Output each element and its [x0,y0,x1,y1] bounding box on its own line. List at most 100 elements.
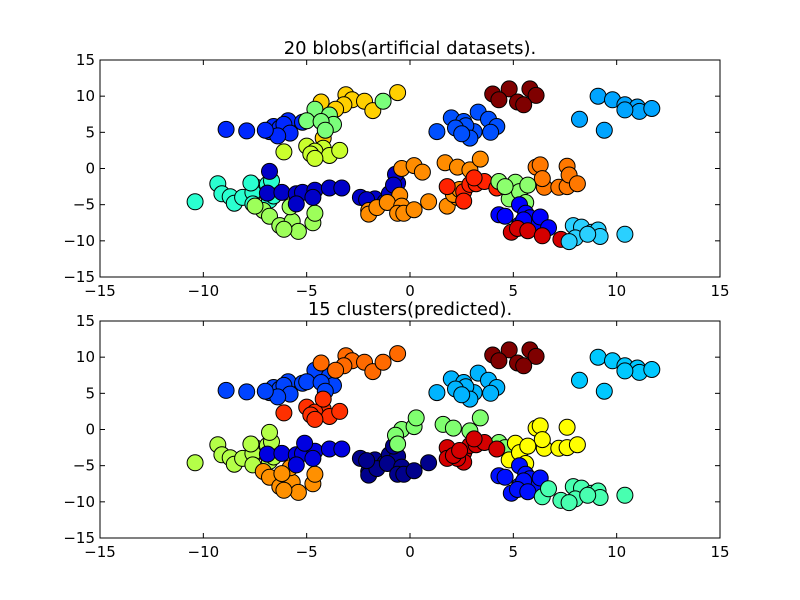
top-point-126 [413,163,431,181]
top-x-tick-label-3: 0 [405,282,415,300]
top-point-85 [275,220,293,238]
bottom-point-95 [287,456,305,474]
bottom-point-51 [389,345,407,363]
bottom-point-60 [306,410,324,428]
bottom-y-tick-label-1: −10 [63,493,95,511]
bottom-point-98 [296,434,314,452]
top-point-165 [533,227,551,245]
top-point-142 [568,175,586,193]
bottom-point-29 [238,383,256,401]
bottom-point-113 [358,452,376,470]
bottom-point-133 [465,430,483,448]
top-x-tick-label-0: −15 [84,282,116,300]
top-point-38 [256,121,274,139]
top-point-150 [496,178,514,196]
top-point-24 [616,101,634,119]
bottom-y-tick-label-4: 5 [85,384,95,402]
top-x-tick-label-5: 10 [607,282,626,300]
top-point-82 [289,222,307,240]
bottom-point-140 [558,418,576,436]
top-point-26 [571,110,588,128]
bottom-point-137 [451,442,469,459]
top-point-88 [261,162,278,180]
top-point-14 [482,123,500,141]
top-point-3 [490,91,508,109]
bottom-point-175 [579,486,597,504]
top-point-77 [242,174,260,192]
top-point-27 [595,121,613,139]
bottom-point-117 [407,409,425,427]
bottom-point-174 [560,494,578,512]
bottom-point-52 [327,361,345,379]
top-point-114 [405,201,423,219]
top-point-153 [496,207,514,225]
bottom-point-42 [298,373,316,391]
bottom-point-17 [428,384,446,402]
bottom-point-85 [306,465,324,483]
top-point-18 [453,125,471,143]
bottom-y-tick-label-0: −15 [63,529,95,547]
bottom-point-25 [643,361,661,378]
top-point-134 [465,169,483,187]
bottom-point-38 [256,382,274,400]
bottom-point-146 [533,431,551,449]
bottom-point-28 [217,381,235,399]
bottom-x-tick-label-6: 15 [710,543,729,561]
bottom-point-62 [314,390,332,408]
top-point-89 [258,184,276,202]
bottom-point-153 [496,468,514,486]
top-point-52 [298,112,316,130]
top-x-tick-label-4: 5 [509,282,519,300]
bottom-point-61 [275,404,293,422]
bottom-point-5 [527,347,545,365]
bottom-point-112 [420,454,438,472]
bottom-scatter-points [186,341,661,512]
top-point-61 [306,149,324,167]
bottom-point-3 [490,352,508,370]
bottom-point-94 [304,449,322,467]
top-point-90 [273,183,291,201]
top-point-115 [420,193,438,211]
bottom-point-24 [616,362,634,380]
top-point-94 [304,188,322,206]
bottom-point-90 [273,444,291,462]
bottom-point-6 [515,357,533,375]
top-point-29 [238,122,256,140]
bottom-point-83 [289,483,307,501]
bottom-point-26 [571,371,588,389]
bottom-point-121 [444,419,462,437]
top-point-62 [275,143,293,161]
bottom-y-axis-ticks: −15 −10 −5 0 5 10 15 [63,312,720,547]
top-point-175 [579,225,597,243]
top-x-tick-label-6: 15 [710,282,729,300]
top-point-132 [455,192,473,210]
bottom-point-27 [595,382,613,400]
bottom-point-89 [258,445,276,463]
top-x-tick-label-1: −10 [188,282,220,300]
top-point-45 [389,84,407,102]
bottom-y-tick-label-2: −5 [73,457,95,475]
top-y-tick-label-5: 10 [76,87,95,105]
top-point-97 [333,179,351,197]
top-point-123 [471,150,489,168]
top-point-6 [515,96,533,114]
bottom-point-77 [242,435,260,453]
bottom-scatter-plot: 15 clusters(predicted). −15 −10 −5 0 5 10 15 −… [63,299,729,561]
top-y-tick-label-6: 15 [76,51,95,69]
top-y-tick-label-1: −10 [63,232,95,250]
top-point-48 [374,92,392,110]
bottom-y-tick-label-3: 0 [85,421,95,439]
top-y-tick-label-0: −15 [63,268,95,286]
top-chart-title: 20 blobs(artificial datasets). [284,38,537,59]
bottom-point-59 [331,402,349,420]
top-point-1 [500,80,518,98]
bottom-point-1 [500,341,518,359]
top-point-63 [186,193,204,211]
bottom-x-axis-ticks: −15 −10 −5 0 5 10 15 [84,321,730,561]
top-point-5 [527,86,545,104]
top-y-tick-label-2: −5 [73,196,95,214]
bottom-point-165 [540,480,557,498]
top-point-25 [643,100,661,117]
top-scatter-points [186,80,661,251]
